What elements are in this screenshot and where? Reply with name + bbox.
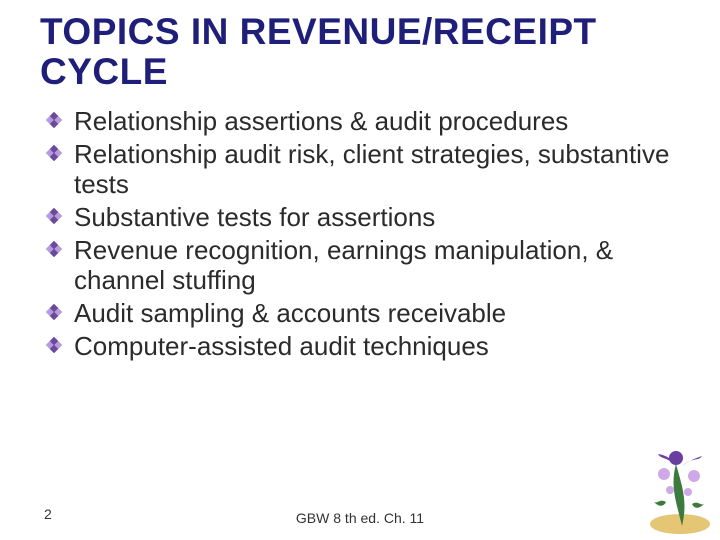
bullet-icon xyxy=(46,112,62,128)
slide: TOPICS IN REVENUE/RECEIPT CYCLE Relation… xyxy=(0,0,720,540)
bullet-text: Revenue recognition, earnings manipulati… xyxy=(74,235,613,296)
bullet-icon xyxy=(46,145,62,161)
bullet-text: Relationship audit risk, client strategi… xyxy=(74,139,669,200)
list-item: Relationship audit risk, client strategi… xyxy=(46,139,690,200)
list-item: Substantive tests for assertions xyxy=(46,202,690,233)
bullet-icon xyxy=(46,337,62,353)
list-item: Computer-assisted audit techniques xyxy=(46,331,690,362)
bullet-text: Relationship assertions & audit procedur… xyxy=(74,106,568,136)
bullet-icon xyxy=(46,208,62,224)
bullet-icon xyxy=(46,304,62,320)
corner-decoration-icon xyxy=(636,446,714,536)
bullet-icon xyxy=(46,241,62,257)
bullet-text: Computer-assisted audit techniques xyxy=(74,331,489,361)
bullet-list: Relationship assertions & audit procedur… xyxy=(40,106,690,361)
slide-title: TOPICS IN REVENUE/RECEIPT CYCLE xyxy=(40,12,690,92)
list-item: Revenue recognition, earnings manipulati… xyxy=(46,235,690,296)
bullet-text: Audit sampling & accounts receivable xyxy=(74,298,506,328)
bullet-text: Substantive tests for assertions xyxy=(74,202,435,232)
list-item: Relationship assertions & audit procedur… xyxy=(46,106,690,137)
list-item: Audit sampling & accounts receivable xyxy=(46,298,690,329)
footer-text: GBW 8 th ed. Ch. 11 xyxy=(0,510,720,526)
